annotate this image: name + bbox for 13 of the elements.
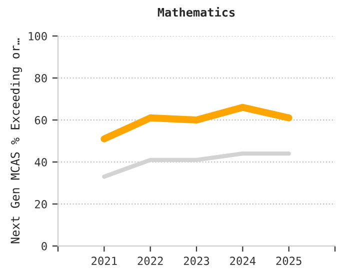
x-tick-label: 2022	[138, 256, 163, 266]
y-tick-label: 0	[42, 242, 47, 250]
y-tick-label: 20	[35, 200, 47, 208]
chart-title: Mathematics	[158, 6, 235, 17]
y-tick-label: 40	[34, 158, 47, 166]
x-tick-label: 2024	[230, 256, 256, 266]
y-tick-label: 80	[34, 74, 47, 82]
x-tick-label: 2025	[276, 256, 302, 266]
y-tick-label: 100	[28, 32, 47, 40]
y-axis-title: Next Gen MCAS % Exceeding or…	[10, 38, 22, 244]
x-tick-label: 2023	[184, 256, 210, 266]
y-tick-label: 60	[34, 116, 47, 124]
x-tick-label: 2021	[92, 256, 117, 266]
